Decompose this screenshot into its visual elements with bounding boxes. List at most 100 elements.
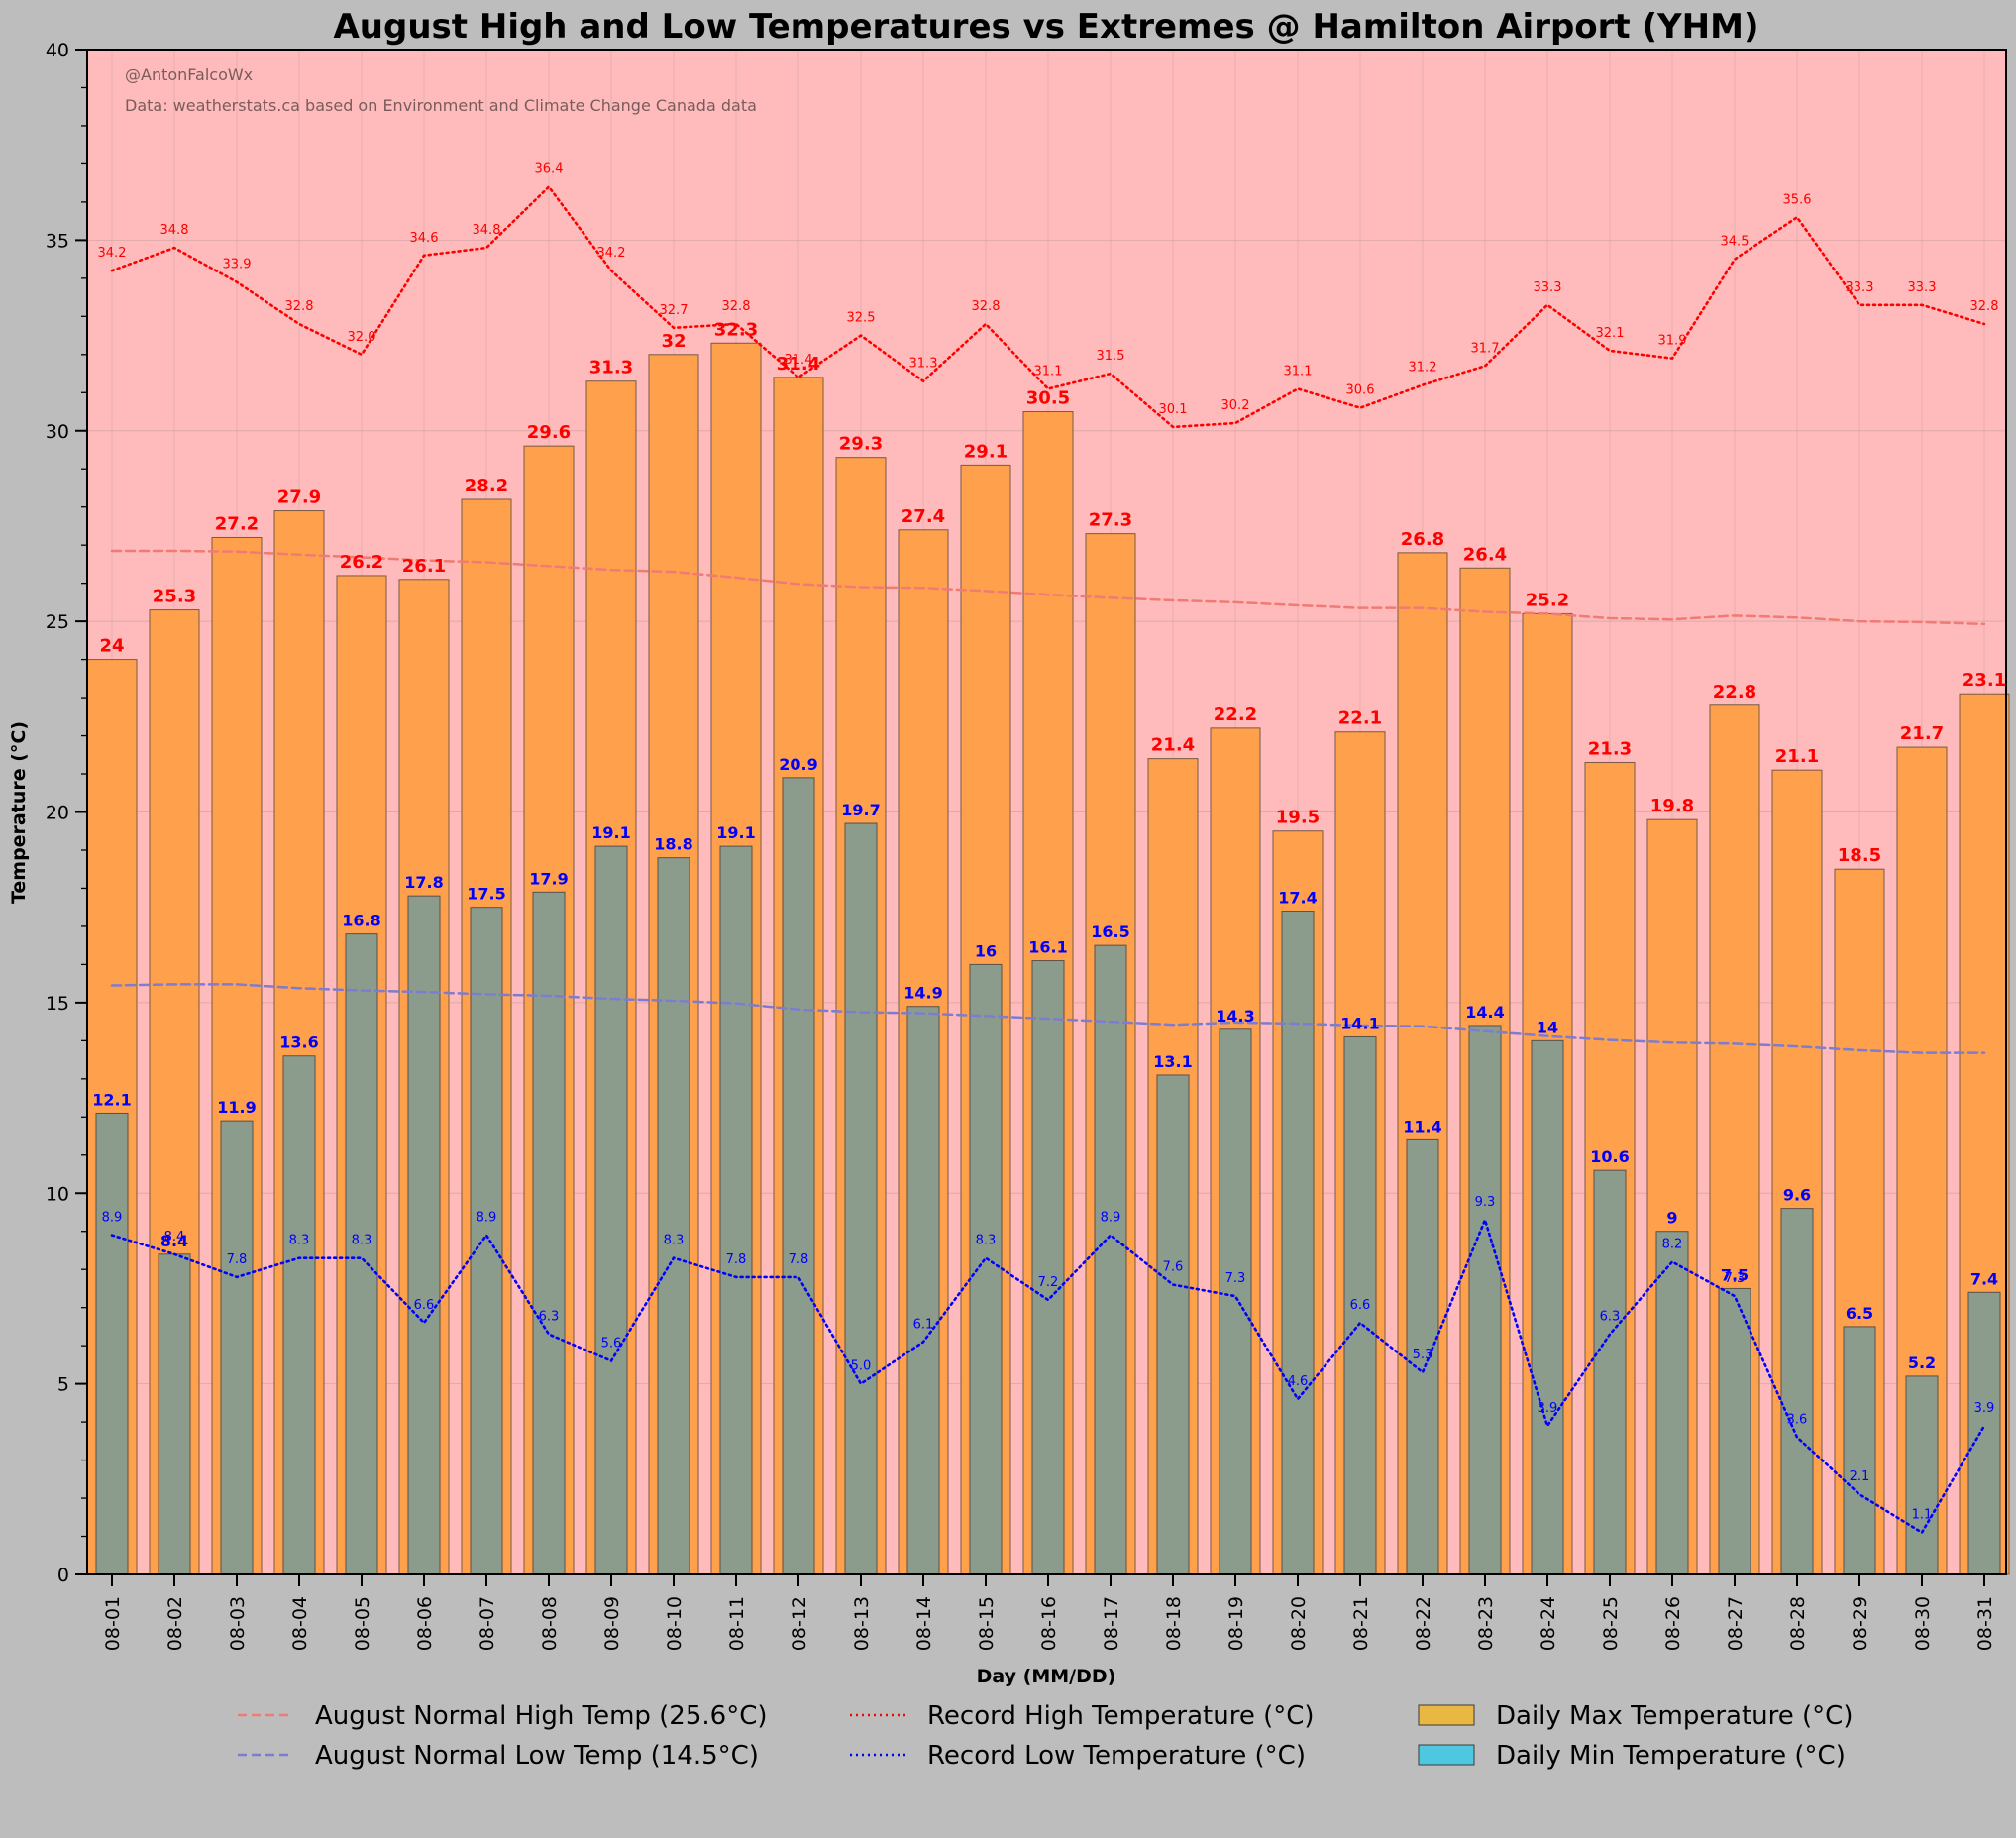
x-axis-label: Day (MM/DD)	[977, 1666, 1116, 1687]
record-low-label: 8.3	[352, 1234, 372, 1248]
min-temp-label: 11.9	[217, 1098, 256, 1117]
max-temp-label: 21.3	[1588, 738, 1632, 759]
record-low-label: 7.8	[726, 1252, 747, 1267]
x-tick-label: 08-21	[1350, 1596, 1372, 1651]
min-temp-label: 14.1	[1340, 1015, 1379, 1033]
record-low-label: 5.3	[1413, 1348, 1433, 1362]
legend-swatch	[1418, 1744, 1475, 1766]
max-temp-label: 28.2	[465, 476, 508, 496]
min-temp-bar	[1905, 1375, 1939, 1575]
max-temp-label: 27.9	[277, 487, 321, 508]
record-low-label: 3.6	[1787, 1412, 1808, 1427]
x-tick-label: 08-14	[913, 1596, 935, 1651]
legend-label: August Normal High Temp (25.6°C)	[315, 1701, 768, 1731]
record-high-label: 32.8	[1970, 299, 1999, 314]
record-low-label: 8.9	[477, 1211, 497, 1226]
record-low-label: 3.9	[1974, 1401, 1995, 1416]
record-high-label: 33.3	[1846, 280, 1874, 295]
min-temp-bar	[906, 1006, 940, 1575]
min-temp-label: 6.5	[1846, 1304, 1873, 1323]
x-tick-label: 08-19	[1225, 1596, 1247, 1651]
min-temp-label: 20.9	[779, 755, 817, 774]
min-temp-label: 16.1	[1028, 938, 1067, 957]
chart-title: August High and Low Temperatures vs Extr…	[333, 7, 1758, 47]
x-tick-label: 08-31	[1974, 1596, 1996, 1651]
min-temp-label: 7.5	[1721, 1265, 1749, 1284]
x-tick-label: 08-29	[1850, 1596, 1871, 1651]
min-temp-bar	[1655, 1231, 1689, 1575]
record-low-label: 6.3	[539, 1310, 560, 1325]
min-temp-bar	[1406, 1138, 1439, 1575]
x-tick-label: 08-01	[102, 1596, 124, 1651]
record-high-label: 31.7	[1471, 341, 1500, 356]
x-tick-label: 08-30	[1912, 1596, 1934, 1651]
y-tick-label: 30	[46, 421, 69, 443]
x-tick-label: 08-24	[1538, 1596, 1559, 1651]
record-high-label: 31.1	[1034, 364, 1063, 378]
x-tick-label: 08-20	[1288, 1596, 1310, 1651]
min-temp-label: 14.3	[1216, 1007, 1254, 1026]
x-tick-label: 08-10	[664, 1596, 686, 1651]
max-temp-label: 31.3	[589, 358, 633, 378]
max-temp-label: 29.3	[839, 434, 883, 455]
y-tick-label: 35	[46, 230, 69, 252]
max-temp-label: 26.1	[402, 556, 446, 577]
record-low-label: 8.9	[1101, 1211, 1121, 1226]
max-temp-label: 29.6	[527, 422, 571, 443]
max-temp-label: 31.4	[777, 354, 820, 375]
legend: August Normal High Temp (25.6°C) August N…	[238, 1701, 1853, 1771]
min-temp-label: 19.1	[716, 823, 755, 842]
max-temp-label: 21.7	[1900, 723, 1944, 744]
legend-label: August Normal Low Temp (14.5°C)	[315, 1741, 759, 1771]
min-temp-label: 14.4	[1465, 1003, 1504, 1022]
min-temp-bar	[1967, 1291, 2001, 1575]
data-labels-layer: 24 25.3 27.2 27.9 26.2 26.1 28.2 29.6 31.3 32 32.3…	[92, 162, 2006, 1523]
min-temp-bar	[1156, 1074, 1190, 1575]
x-tick-label: 08-12	[789, 1596, 810, 1651]
max-temp-label: 22.8	[1713, 682, 1756, 703]
x-tick-label: 08-23	[1475, 1596, 1497, 1651]
record-high-label: 31.2	[1409, 361, 1437, 376]
legend-label: Record High Temperature (°C)	[927, 1701, 1315, 1731]
record-high-label: 34.2	[98, 246, 127, 261]
max-temp-label: 18.5	[1838, 845, 1881, 866]
record-high-label: 32.8	[285, 299, 314, 314]
min-temp-bar	[1219, 1028, 1252, 1575]
min-temp-bar	[532, 891, 566, 1575]
min-temp-bar	[1094, 944, 1127, 1575]
min-temp-bar	[1531, 1039, 1564, 1575]
min-temp-bar	[470, 907, 503, 1575]
x-tick-label: 08-26	[1662, 1596, 1684, 1651]
max-temp-label: 26.8	[1401, 529, 1444, 550]
max-temp-label: 21.1	[1775, 746, 1819, 767]
record-high-label: 30.1	[1159, 402, 1188, 417]
min-temp-label: 16	[975, 941, 997, 960]
record-high-label: 36.4	[535, 162, 564, 177]
y-tick-label: 25	[46, 611, 69, 633]
record-low-label: 8.3	[664, 1234, 685, 1248]
record-low-line	[110, 1216, 1986, 1535]
min-temp-label: 19.7	[841, 801, 880, 819]
legend-label: Record Low Temperature (°C)	[927, 1741, 1306, 1771]
lines-layer	[110, 184, 1986, 1535]
y-tick-label: 0	[57, 1565, 69, 1586]
record-low-label: 3.9	[1538, 1401, 1558, 1416]
max-temp-label: 27.4	[902, 506, 945, 527]
record-high-label: 32.5	[847, 311, 876, 326]
min-temp-label: 9	[1666, 1209, 1677, 1228]
y-tick-label: 20	[46, 803, 69, 824]
min-temp-bar	[844, 822, 878, 1575]
min-temp-bar	[1031, 960, 1065, 1575]
record-high-label: 32.1	[1596, 326, 1625, 341]
record-high-label: 34.2	[597, 246, 626, 261]
min-temp-bar	[594, 845, 628, 1575]
min-temp-label: 12.1	[92, 1090, 131, 1109]
record-low-label: 8.2	[1662, 1238, 1683, 1252]
max-temp-label: 32	[661, 331, 686, 352]
record-low-label: 5.0	[851, 1359, 872, 1374]
min-temp-label: 13.6	[279, 1033, 318, 1052]
min-temp-bar	[1780, 1208, 1814, 1575]
record-low-label: 7.8	[789, 1252, 809, 1267]
x-tick-label: 08-22	[1413, 1596, 1434, 1651]
